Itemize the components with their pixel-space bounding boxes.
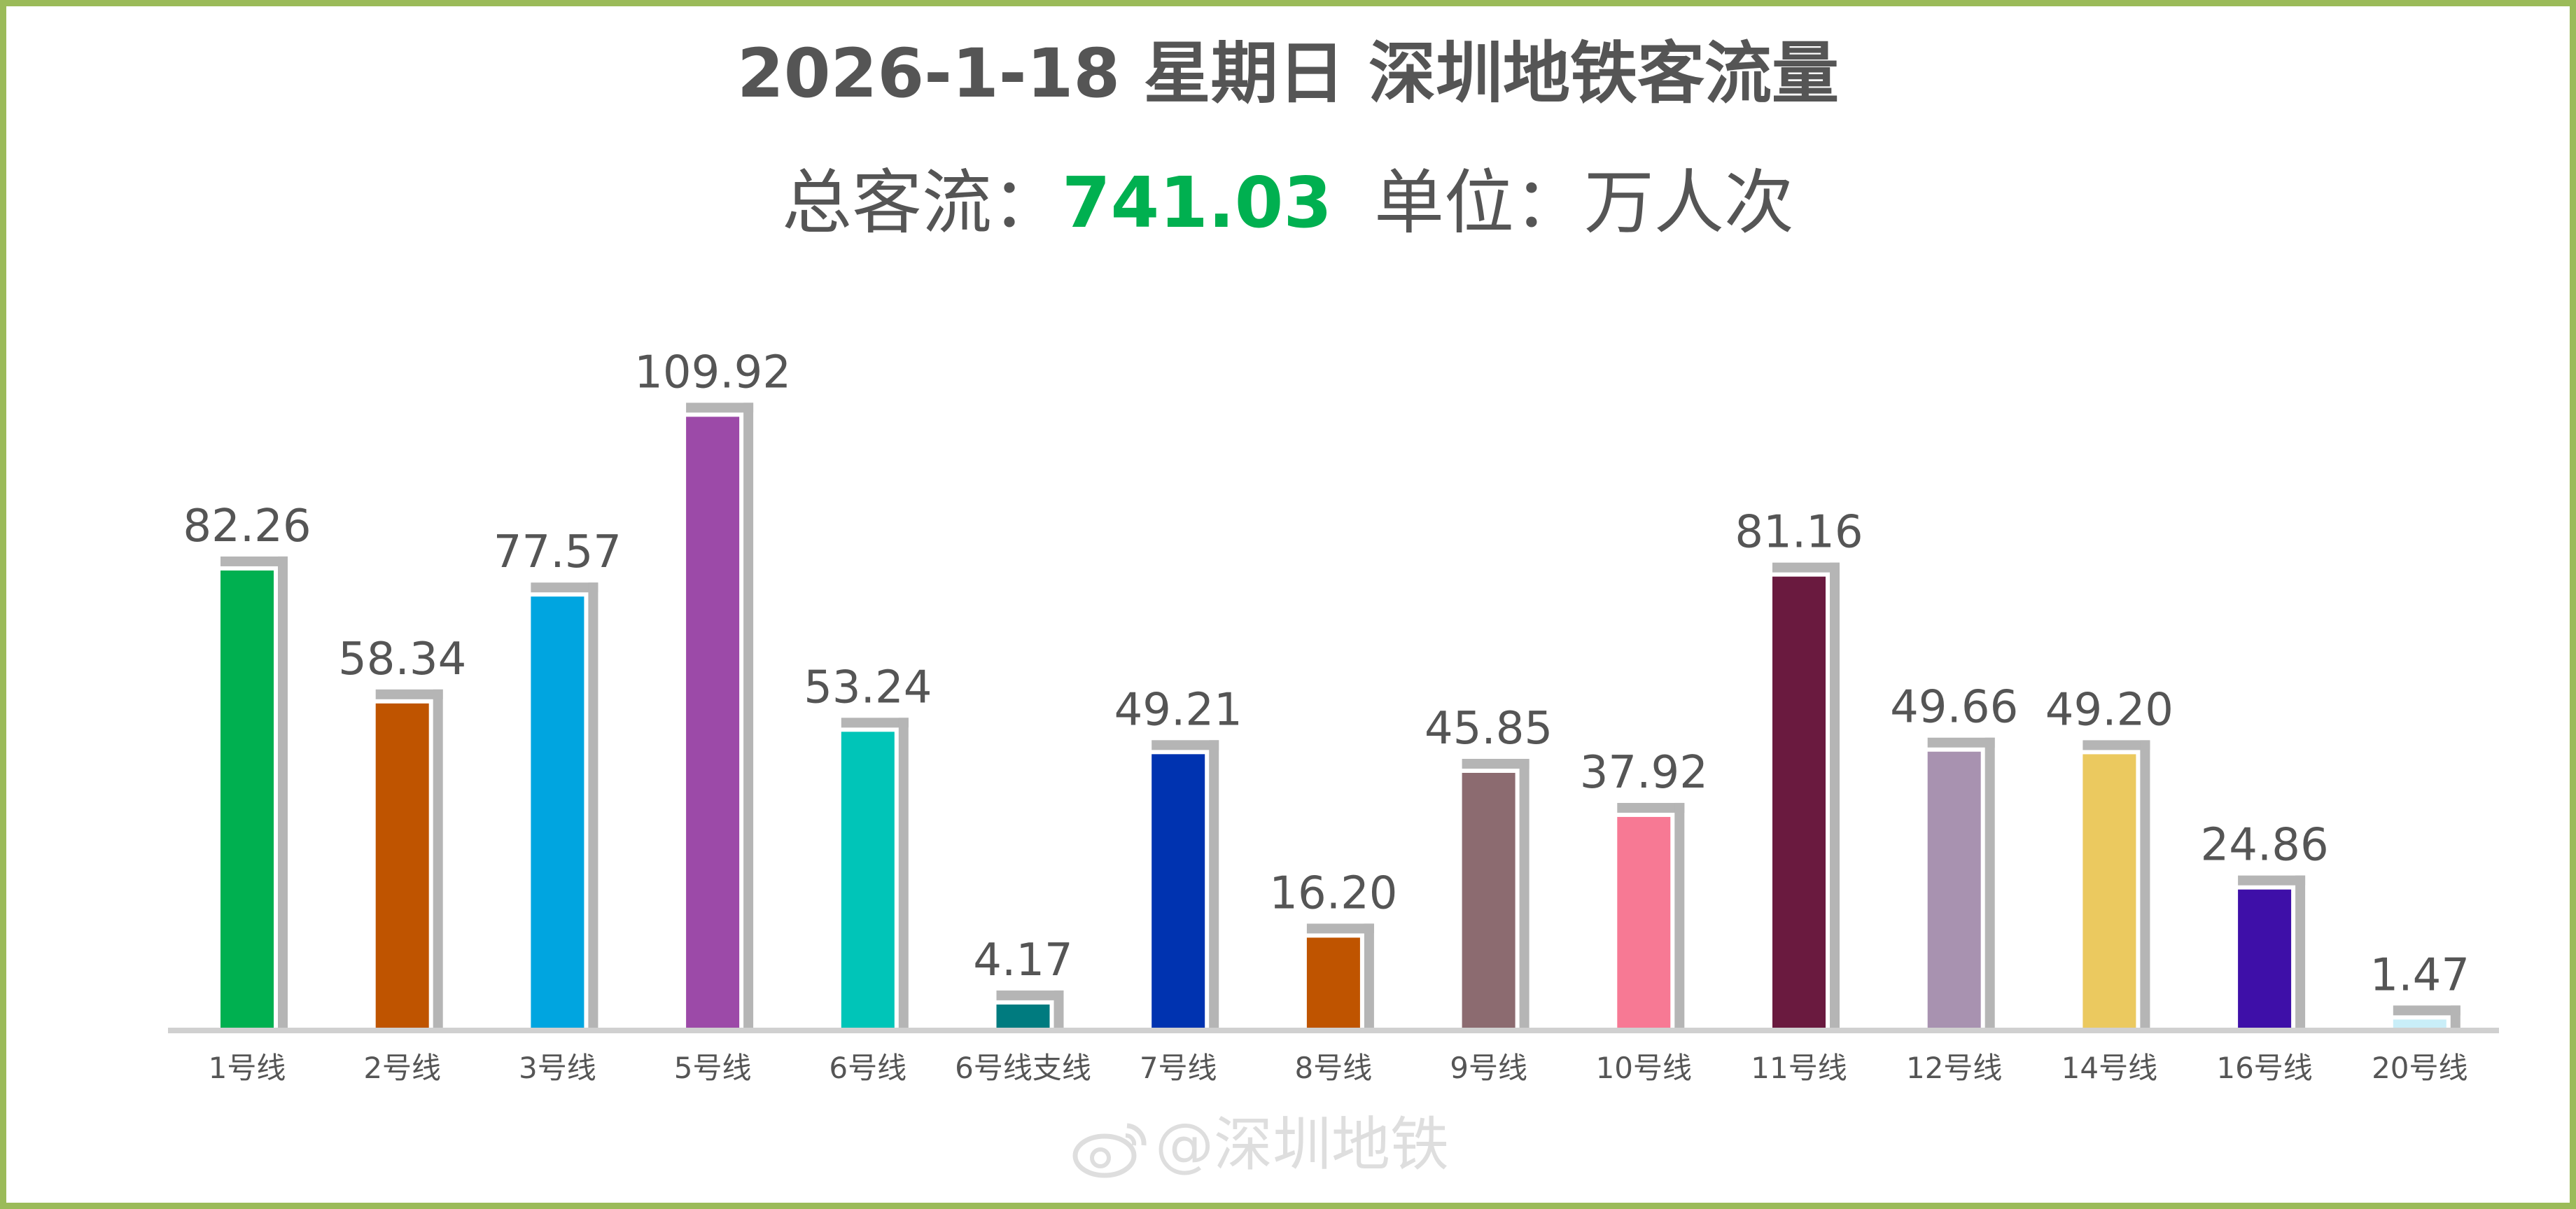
total-value: 741.03 bbox=[1062, 162, 1332, 244]
bar-1 bbox=[220, 570, 274, 1028]
value-label-15: 1.47 bbox=[2370, 949, 2470, 1001]
value-label-7: 49.21 bbox=[1114, 684, 1242, 736]
total-label: 总客流： bbox=[782, 162, 1063, 244]
watermark: @深圳地铁 bbox=[1071, 1103, 1449, 1187]
category-label-2: 2号线 bbox=[363, 1051, 441, 1085]
bar-8 bbox=[1306, 937, 1360, 1028]
bar-shadow-13 bbox=[2082, 740, 2150, 1028]
value-label-9: 45.85 bbox=[1424, 703, 1553, 755]
bar-shadow-7 bbox=[1152, 740, 1219, 1028]
category-label-3: 3号线 bbox=[519, 1051, 596, 1085]
bar-shadow-12 bbox=[1927, 737, 1995, 1028]
bar-13 bbox=[2082, 754, 2136, 1028]
bar-shadow-14 bbox=[2238, 875, 2306, 1028]
bar-shadow-10 bbox=[1617, 802, 1685, 1028]
bar-12 bbox=[1927, 751, 1981, 1028]
value-label-6: 4.17 bbox=[973, 935, 1073, 986]
x-axis-baseline bbox=[168, 1028, 2499, 1033]
value-label-11: 81.16 bbox=[1735, 507, 1863, 559]
unit-text: 单位：万人次 bbox=[1373, 162, 1794, 244]
weibo-logo-icon bbox=[1072, 1123, 1147, 1178]
category-label-9: 9号线 bbox=[1450, 1051, 1527, 1085]
bar-shadow-1 bbox=[220, 556, 288, 1028]
bar-10 bbox=[1617, 816, 1671, 1028]
value-label-13: 49.20 bbox=[2045, 684, 2174, 736]
bar-7 bbox=[1152, 754, 1205, 1028]
category-label-6: 6号线支线 bbox=[955, 1051, 1091, 1085]
bar-6 bbox=[996, 1004, 1050, 1028]
category-label-5: 6号线 bbox=[829, 1051, 906, 1085]
bar-3 bbox=[531, 596, 584, 1028]
bar-shadow-5 bbox=[841, 718, 909, 1028]
value-label-12: 49.66 bbox=[1890, 682, 2018, 734]
bar-2 bbox=[375, 703, 429, 1028]
bar-shadow-4 bbox=[686, 403, 754, 1028]
value-label-4: 109.92 bbox=[634, 347, 791, 398]
bar-shadow-6 bbox=[996, 990, 1064, 1028]
category-label-7: 7号线 bbox=[1140, 1051, 1217, 1085]
category-label-12: 12号线 bbox=[1906, 1051, 2002, 1085]
bar-4 bbox=[686, 417, 740, 1028]
chart-subtitle: 总客流：741.03 单位：万人次 bbox=[0, 158, 2576, 249]
value-label-8: 16.20 bbox=[1269, 867, 1397, 919]
bar-11 bbox=[1772, 576, 1826, 1028]
watermark-text: @深圳地铁 bbox=[1155, 1110, 1450, 1179]
category-label-8: 8号线 bbox=[1295, 1051, 1373, 1085]
category-label-14: 16号线 bbox=[2216, 1051, 2312, 1085]
value-label-5: 53.24 bbox=[804, 662, 932, 713]
chart-title: 2026-1-18 星期日 深圳地铁客流量 bbox=[736, 34, 1840, 113]
category-label-15: 20号线 bbox=[2372, 1051, 2468, 1085]
bar-15 bbox=[2393, 1019, 2446, 1028]
category-label-1: 1号线 bbox=[209, 1051, 286, 1085]
bar-9 bbox=[1462, 772, 1516, 1028]
bar-5 bbox=[841, 732, 895, 1028]
category-label-10: 10号线 bbox=[1596, 1051, 1692, 1085]
bar-shadow-3 bbox=[531, 582, 598, 1028]
bar-shadow-9 bbox=[1462, 758, 1530, 1028]
bar-shadow-8 bbox=[1306, 923, 1374, 1028]
category-label-13: 14号线 bbox=[2062, 1051, 2157, 1085]
value-label-10: 37.92 bbox=[1580, 747, 1708, 799]
value-label-3: 77.57 bbox=[493, 526, 622, 578]
value-label-14: 24.86 bbox=[2200, 820, 2328, 872]
category-label-11: 11号线 bbox=[1751, 1051, 1847, 1085]
category-label-4: 5号线 bbox=[674, 1051, 752, 1085]
value-label-2: 58.34 bbox=[338, 634, 466, 685]
bar-shadow-15 bbox=[2393, 1005, 2460, 1028]
value-label-1: 82.26 bbox=[183, 501, 311, 552]
bar-shadow-2 bbox=[375, 689, 443, 1028]
bar-14 bbox=[2238, 889, 2292, 1028]
bar-shadow-11 bbox=[1772, 562, 1840, 1028]
